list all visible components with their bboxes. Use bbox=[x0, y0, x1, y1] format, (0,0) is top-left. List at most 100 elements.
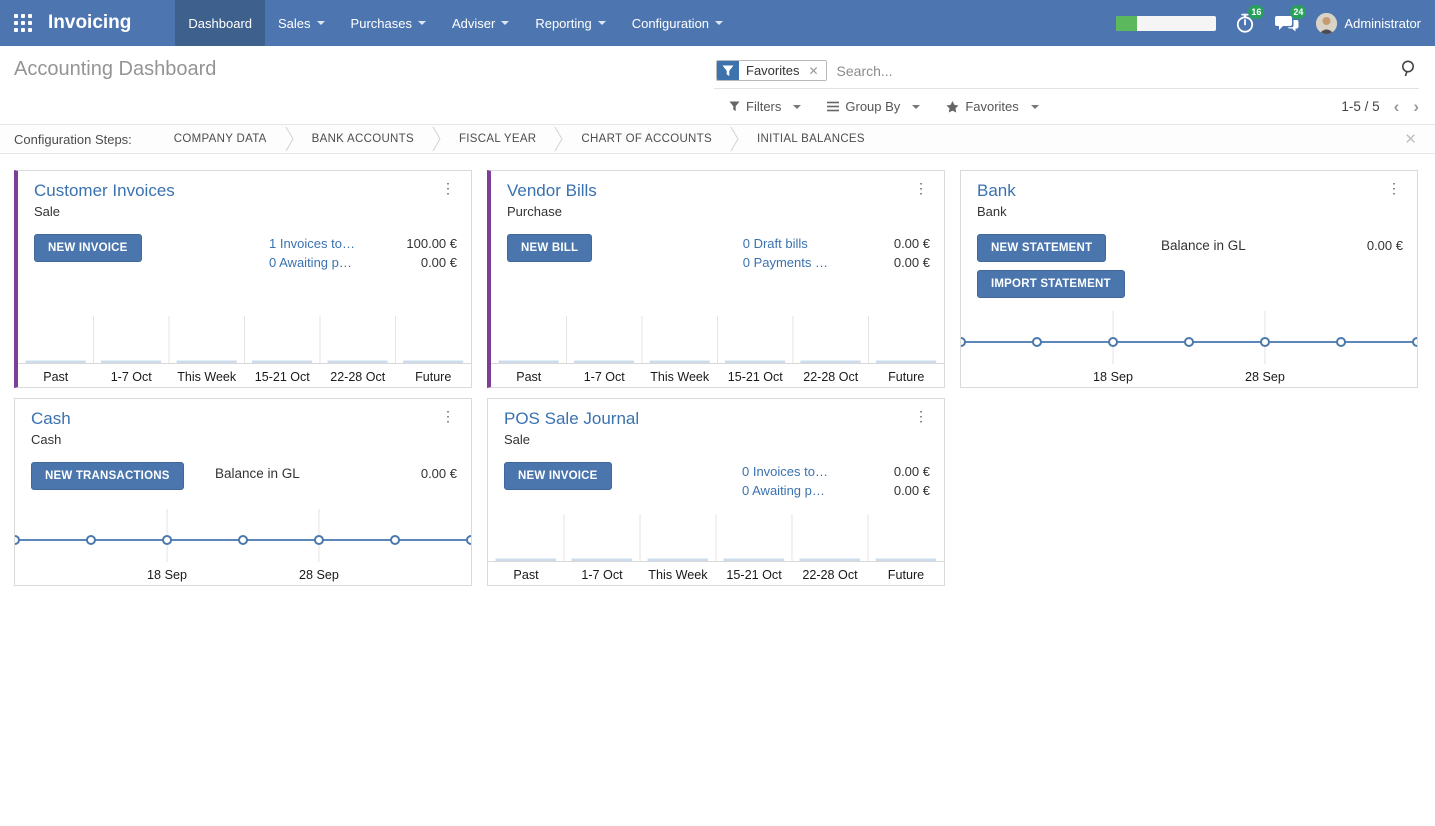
main-menu: Dashboard Sales Purchases Adviser Report… bbox=[175, 0, 736, 46]
x-tick-label: Past bbox=[516, 370, 542, 384]
bar-chart-customer-invoices[interactable]: Past 1-7 Oct This Week 15-21 Oct 22-28 O… bbox=[18, 307, 471, 387]
step-chart-of-accounts[interactable]: CHART OF ACCOUNTS bbox=[581, 133, 712, 145]
menu-dashboard[interactable]: Dashboard bbox=[175, 0, 266, 46]
kebab-menu-icon[interactable]: ⋮ bbox=[441, 408, 455, 424]
new-invoice-button[interactable]: NEW INVOICE bbox=[504, 462, 612, 490]
app-title[interactable]: Invoicing bbox=[48, 12, 132, 33]
card-bank: ⋮ Bank Bank NEW STATEMENT IMPORT STATEME… bbox=[960, 170, 1418, 388]
bar-chart-pos-sale-journal[interactable]: Past 1-7 Oct This Week 15-21 Oct 22-28 O… bbox=[488, 505, 944, 585]
import-statement-button[interactable]: IMPORT STATEMENT bbox=[977, 270, 1125, 298]
step-bank-accounts[interactable]: BANK ACCOUNTS bbox=[311, 133, 414, 145]
search-magnifier-icon[interactable] bbox=[1399, 59, 1417, 82]
x-tick-label: 28 Sep bbox=[1245, 370, 1285, 384]
amount-value: 0.00 € bbox=[893, 255, 930, 270]
card-title[interactable]: Cash bbox=[31, 409, 71, 428]
balance-in-gl-label: Balance in GL bbox=[215, 466, 300, 481]
menu-sales-label: Sales bbox=[278, 15, 311, 31]
card-subtitle: Sale bbox=[504, 432, 531, 447]
x-tick-label: 1-7 Oct bbox=[581, 568, 623, 582]
search-view[interactable]: Favorites ✕ bbox=[714, 58, 1419, 89]
balance-amount: 0.00 € bbox=[420, 466, 457, 481]
kebab-menu-icon[interactable]: ⋮ bbox=[1387, 180, 1401, 196]
chevron-right-icon bbox=[285, 126, 294, 152]
new-invoice-button[interactable]: NEW INVOICE bbox=[34, 234, 142, 262]
messages-button[interactable]: 24 bbox=[1274, 5, 1307, 36]
search-facet-label: Favorites bbox=[739, 61, 807, 80]
kebab-menu-icon[interactable]: ⋮ bbox=[441, 180, 455, 196]
x-tick-label: Past bbox=[43, 370, 69, 384]
step-fiscal-year[interactable]: FISCAL YEAR bbox=[458, 133, 537, 145]
page-title: Accounting Dashboard bbox=[14, 58, 217, 80]
bar-chart-vendor-bills[interactable]: Past 1-7 Oct This Week 15-21 Oct 22-28 O… bbox=[491, 307, 944, 387]
step-company-data[interactable]: COMPANY DATA bbox=[173, 133, 267, 145]
new-statement-button[interactable]: NEW STATEMENT bbox=[977, 234, 1107, 262]
menu-dashboard-label: Dashboard bbox=[188, 15, 253, 31]
menu-reporting[interactable]: Reporting bbox=[522, 0, 618, 46]
invoices-to-validate-link[interactable]: 0 Invoices to… bbox=[742, 464, 828, 479]
facet-remove-icon[interactable]: ✕ bbox=[806, 61, 826, 80]
favorites-button[interactable]: Favorites bbox=[946, 99, 1039, 114]
step-initial-balances[interactable]: INITIAL BALANCES bbox=[756, 133, 865, 145]
search-facet: Favorites ✕ bbox=[716, 60, 827, 81]
filter-funnel-icon bbox=[717, 61, 739, 80]
kebab-menu-icon[interactable]: ⋮ bbox=[914, 180, 928, 196]
caret-down-icon bbox=[912, 104, 921, 109]
filters-button[interactable]: Filters bbox=[729, 99, 802, 114]
activities-button[interactable]: 16 bbox=[1232, 5, 1265, 36]
draft-bills-link[interactable]: 0 Draft bills bbox=[742, 236, 808, 251]
amount-value: 0.00 € bbox=[893, 236, 930, 251]
menu-configuration[interactable]: Configuration bbox=[619, 0, 736, 46]
x-tick-label: Future bbox=[415, 370, 451, 384]
menu-purchases[interactable]: Purchases bbox=[338, 0, 439, 46]
x-tick-label: 18 Sep bbox=[147, 568, 187, 582]
star-icon bbox=[946, 100, 959, 112]
navbar-right: 16 24 Administrator bbox=[1116, 0, 1435, 46]
planner-progress-bar[interactable] bbox=[1116, 15, 1217, 31]
card-title[interactable]: Vendor Bills bbox=[507, 181, 597, 200]
chat-bubbles-icon bbox=[1275, 16, 1299, 32]
group-by-button[interactable]: Group By bbox=[827, 99, 921, 114]
chevron-right-icon bbox=[554, 126, 563, 152]
amount-value: 100.00 € bbox=[406, 236, 457, 251]
caret-down-icon bbox=[316, 21, 325, 25]
menu-purchases-label: Purchases bbox=[350, 15, 412, 31]
x-tick-label: Future bbox=[888, 370, 924, 384]
amount-value: 0.00 € bbox=[420, 255, 457, 270]
x-tick-label: 15-21 Oct bbox=[255, 370, 310, 384]
awaiting-payments-link[interactable]: 0 Awaiting p… bbox=[269, 255, 352, 270]
card-subtitle: Cash bbox=[31, 432, 62, 447]
favorites-button-label: Favorites bbox=[965, 99, 1019, 114]
menu-adviser-label: Adviser bbox=[451, 15, 496, 31]
planner-progress-fill bbox=[1116, 15, 1138, 31]
new-transactions-button[interactable]: NEW TRANSACTIONS bbox=[31, 462, 184, 490]
awaiting-payments-link[interactable]: 0 Awaiting p… bbox=[742, 483, 825, 498]
line-chart-cash[interactable]: 18 Sep 28 Sep bbox=[15, 505, 471, 585]
kebab-menu-icon[interactable]: ⋮ bbox=[914, 408, 928, 424]
apps-menu-button[interactable] bbox=[0, 0, 46, 46]
user-menu[interactable]: Administrator bbox=[1316, 12, 1421, 34]
payments-link[interactable]: 0 Payments … bbox=[742, 255, 828, 270]
card-cash: ⋮ Cash Cash NEW TRANSACTIONS Balance in … bbox=[14, 398, 472, 586]
apps-grid-icon bbox=[14, 14, 32, 32]
card-title[interactable]: Customer Invoices bbox=[34, 181, 175, 200]
filters-button-label: Filters bbox=[746, 99, 782, 114]
pager-previous-button[interactable]: ‹ bbox=[1393, 97, 1400, 116]
pager: 1-5 / 5 ‹ › bbox=[1341, 98, 1419, 115]
menu-adviser[interactable]: Adviser bbox=[439, 0, 522, 46]
line-chart-bank[interactable]: 18 Sep 28 Sep bbox=[961, 307, 1417, 387]
pager-next-button[interactable]: › bbox=[1413, 97, 1419, 116]
search-input[interactable] bbox=[834, 61, 1399, 80]
chevron-right-icon bbox=[730, 126, 739, 152]
menu-sales[interactable]: Sales bbox=[265, 0, 338, 46]
card-title[interactable]: Bank bbox=[977, 181, 1016, 200]
card-title[interactable]: POS Sale Journal bbox=[504, 409, 640, 428]
new-bill-button[interactable]: NEW BILL bbox=[507, 234, 593, 262]
card-customer-invoices: ⋮ Customer Invoices Sale NEW INVOICE 1 I… bbox=[14, 170, 472, 388]
card-subtitle: Sale bbox=[34, 204, 61, 219]
card-pos-sale-journal: ⋮ POS Sale Journal Sale NEW INVOICE 0 In… bbox=[487, 398, 945, 586]
group-by-button-label: Group By bbox=[845, 99, 901, 114]
x-tick-label: This Week bbox=[650, 370, 710, 384]
invoices-to-validate-link[interactable]: 1 Invoices to… bbox=[269, 236, 355, 251]
close-icon[interactable]: ✕ bbox=[1404, 131, 1417, 148]
caret-down-icon bbox=[417, 21, 426, 25]
